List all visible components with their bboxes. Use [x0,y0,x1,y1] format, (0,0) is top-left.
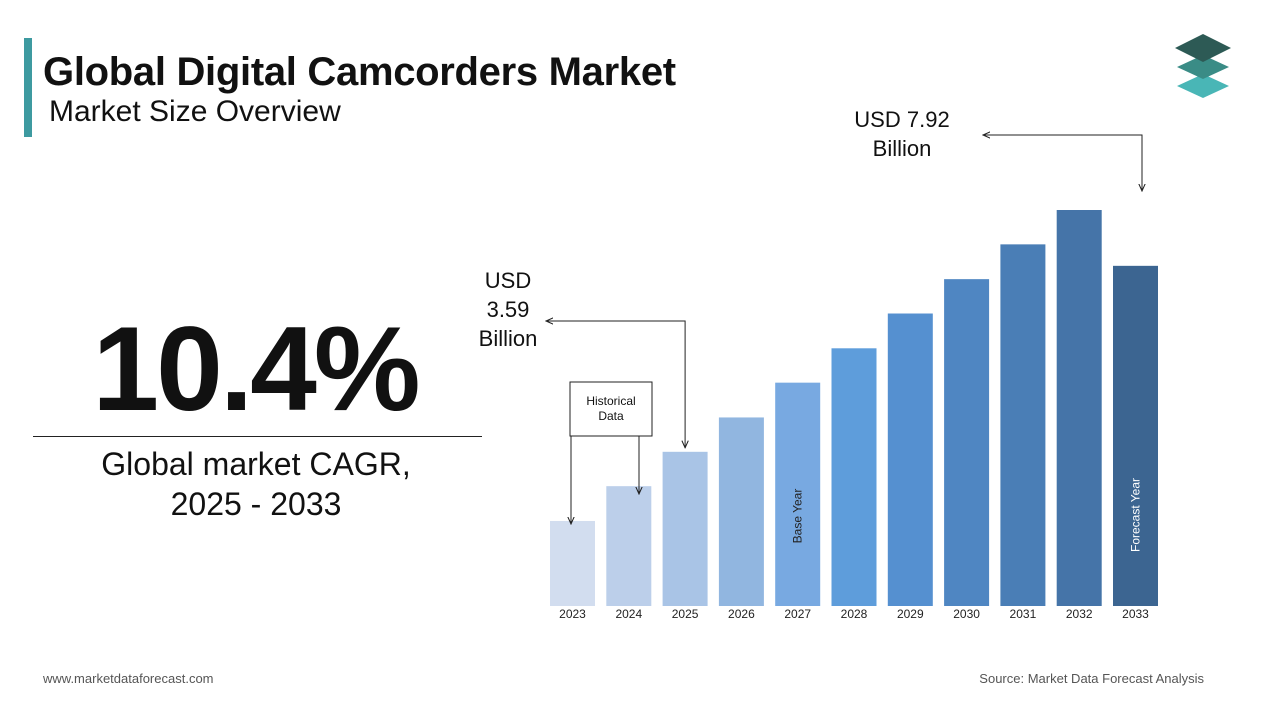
bar-2032 [1056,210,1102,606]
historical-data-label: Historical Data [586,394,635,423]
x-tick-2024: 2024 [615,607,642,621]
bar-2030 [944,279,990,606]
x-tick-2027: 2027 [784,607,811,621]
x-tick-2032: 2032 [1066,607,1093,621]
bars-layer [550,210,1158,606]
x-tick-2025: 2025 [672,607,699,621]
cagr-value: 10.4% [92,302,420,436]
bar-2027 [775,382,821,606]
cagr-divider [33,436,482,437]
bar-2025 [662,451,708,606]
start-value-label: USD 3.59 Billion [479,268,538,351]
source-note: Source: Market Data Forecast Analysis [979,671,1204,686]
x-tick-2033: 2033 [1122,607,1149,621]
end-value-arrow [983,135,1142,191]
x-tick-2026: 2026 [728,607,755,621]
cagr-label-line1: Global market CAGR, [101,446,411,482]
forecast-year-label: Forecast Year [1129,478,1143,552]
page-subtitle: Market Size Overview [49,95,341,128]
bar-2026 [718,417,764,606]
cagr-label: Global market CAGR, 2025 - 2033 [30,444,482,524]
x-tick-2031: 2031 [1010,607,1037,621]
x-tick-2023: 2023 [559,607,586,621]
x-tick-2030: 2030 [953,607,980,621]
start-value-arrow [546,321,685,448]
cagr-label-line2: 2025 - 2033 [170,486,342,522]
historical-data-box [569,381,653,437]
annotations-layer: USD 3.59 Billion USD 7.92 Billion Historical D… [479,107,1143,552]
bar-2033 [1113,265,1158,606]
bar-2028 [831,348,877,606]
x-tick-2029: 2029 [897,607,924,621]
x-tick-labels: 2023 2024 2025 2026 2027 2028 2029 2030 2031 2032… [559,607,1149,621]
stacked-layers-icon [1175,34,1231,98]
x-tick-2028: 2028 [841,607,868,621]
title-accent-bar [24,38,32,137]
end-value-label: USD 7.92 Billion [854,107,949,161]
website-link[interactable]: www.marketdataforecast.com [43,671,214,686]
base-year-label: Base Year [791,489,805,544]
bar-2023 [550,520,595,606]
bar-2031 [1000,244,1046,606]
bar-2029 [887,313,933,606]
bar-2024 [606,486,652,606]
page-title: Global Digital Camcorders Market [43,50,676,94]
